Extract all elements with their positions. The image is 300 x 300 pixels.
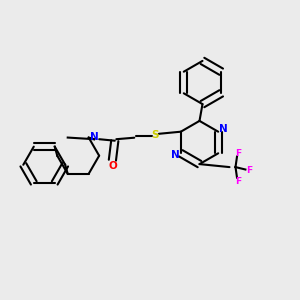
Text: F: F xyxy=(236,177,242,186)
Text: O: O xyxy=(108,160,117,171)
Text: F: F xyxy=(236,149,242,158)
Text: N: N xyxy=(90,132,99,142)
Text: N: N xyxy=(219,124,228,134)
Text: S: S xyxy=(152,130,159,140)
Text: F: F xyxy=(246,166,252,175)
Text: N: N xyxy=(171,150,180,160)
